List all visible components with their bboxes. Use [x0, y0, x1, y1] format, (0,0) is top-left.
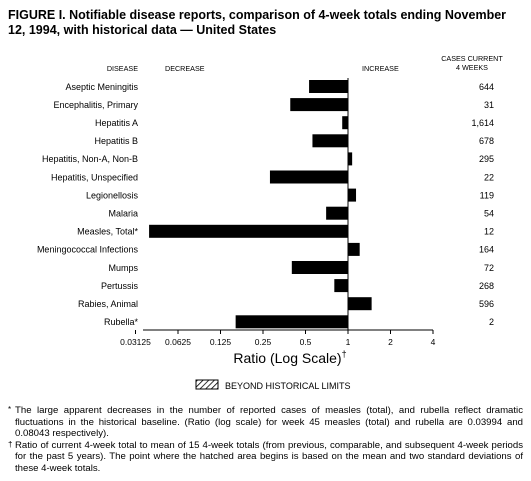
cases-header-line2: 4 WEEKS: [456, 63, 488, 72]
bar: [342, 116, 348, 130]
legend-label: BEYOND HISTORICAL LIMITS: [225, 381, 351, 391]
x-axis-ticks: 0.03125 0.0625 0.125 0.25 0.5 1 2 4: [120, 330, 436, 347]
footnotes: * The large apparent decreases in the nu…: [8, 405, 523, 474]
footnote-text: The large apparent decreases in the numb…: [15, 405, 523, 439]
category-label: Hepatitis A: [95, 118, 138, 128]
bar: [312, 134, 348, 148]
category-label: Encephalitis, Primary: [53, 100, 138, 110]
category-label: Hepatitis, Non-A, Non-B: [42, 154, 138, 164]
category-label: Pertussis: [101, 281, 139, 291]
category-label: Hepatitis B: [94, 136, 138, 146]
bar: [348, 297, 372, 311]
x-tick-label: 0.03125: [120, 337, 151, 347]
cases-value: 22: [484, 172, 494, 182]
x-tick-label: 0.0625: [165, 337, 191, 347]
category-label: Meningococcal Infections: [37, 245, 139, 255]
cases-value: 164: [479, 245, 494, 255]
cases-value: 596: [479, 299, 494, 309]
category-label: Malaria: [108, 209, 138, 219]
x-tick-label: 0.5: [300, 337, 312, 347]
cases-value: 2: [489, 317, 494, 327]
x-tick-label: 1: [346, 337, 351, 347]
bar: [269, 170, 348, 184]
cases-value: 72: [484, 263, 494, 273]
category-label: Rabies, Animal: [78, 299, 138, 309]
bar: [291, 261, 348, 274]
category-label: Legionellosis: [86, 190, 139, 200]
category-label: Hepatitis, Unspecified: [51, 172, 138, 182]
footnote-text: Ratio of current 4-week total to mean of…: [15, 439, 523, 474]
legend-hatch-swatch: [195, 379, 219, 390]
x-tick-label: 0.125: [210, 337, 232, 347]
x-tick-label: 2: [388, 337, 393, 347]
bar: [149, 224, 348, 238]
increase-header: INCREASE: [362, 64, 399, 73]
x-axis-label: Ratio (Log Scale)†: [233, 349, 346, 366]
cases-value: 119: [480, 190, 494, 200]
bar: [348, 242, 360, 256]
bar: [348, 152, 353, 166]
x-axis-label-mark: †: [342, 349, 347, 359]
cases-value: 31: [484, 100, 494, 110]
bar: [290, 98, 348, 112]
category-label: Mumps: [108, 263, 138, 273]
bar: [309, 80, 348, 93]
cases-value: 12: [484, 227, 494, 237]
footnote-measles-rubella: * The large apparent decreases in the nu…: [8, 405, 523, 440]
x-tick-label: 4: [431, 337, 436, 347]
decrease-header: DECREASE: [165, 64, 205, 73]
bar: [235, 315, 348, 329]
category-label: Rubella*: [104, 317, 139, 327]
figure-title: FIGURE I. Notifiable disease reports, co…: [8, 8, 507, 37]
chart: DISEASE DECREASE INCREASE CASES CURRENT …: [37, 54, 503, 391]
category-label: Measles, Total*: [77, 227, 138, 237]
cases-value: 268: [479, 281, 494, 291]
cases-value: 678: [479, 136, 494, 146]
cases-value: 295: [479, 154, 494, 164]
footnote-mark: *: [8, 405, 12, 414]
x-axis-label-text: Ratio (Log Scale): [233, 350, 341, 366]
disease-header: DISEASE: [107, 64, 138, 73]
cases-value: 54: [484, 209, 494, 219]
bar: [348, 188, 357, 202]
cases-value: 644: [479, 82, 494, 92]
category-label: Aseptic Meningitis: [65, 82, 138, 92]
cases-header-line1: CASES CURRENT: [441, 54, 503, 63]
x-tick-label: 0.25: [255, 337, 272, 347]
bar: [326, 206, 348, 220]
footnote-ratio-definition: † Ratio of current 4-week total to mean …: [8, 440, 523, 475]
bar: [334, 279, 348, 293]
cases-value: 1,614: [471, 118, 494, 128]
footnote-mark: †: [8, 439, 13, 449]
chart-rows: Aseptic Meningitis 644 Encephalitis, Prima…: [37, 80, 494, 329]
